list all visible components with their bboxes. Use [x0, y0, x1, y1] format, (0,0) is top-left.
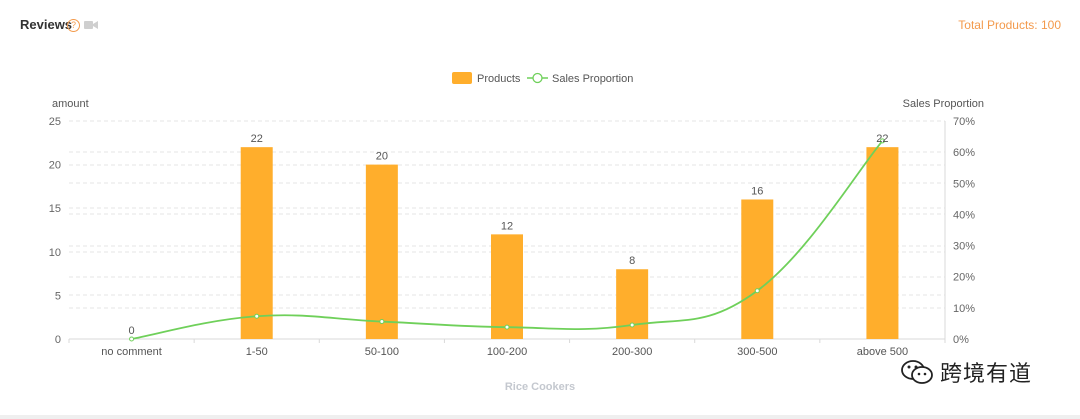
bar [240, 147, 273, 339]
y-tick-label: 0 [55, 334, 61, 346]
line-point [629, 322, 635, 328]
y-right-axis-title: Sales Proportion [903, 98, 984, 110]
x-tick-label: 300-500 [737, 346, 777, 358]
total-products: Total Products: 100 [958, 18, 1061, 32]
legend-label-products: Products [477, 73, 521, 85]
line-point [504, 324, 510, 330]
y-tick-label: 10 [49, 247, 61, 259]
axes: 0 5 10 15 20 25 0% 10% 20% 30% 40% 50% 60% 70% no comm… [49, 98, 984, 393]
legend-swatch-products [452, 72, 472, 84]
y-right-tick-label: 70% [953, 116, 975, 128]
legend: Products Sales Proportion [452, 72, 633, 85]
bar-value-label: 12 [501, 220, 513, 232]
bar-value-label: 20 [376, 151, 388, 163]
y-tick-label: 25 [49, 116, 61, 128]
bar [741, 199, 774, 339]
y-tick-label: 5 [55, 290, 61, 302]
y-right-tick-label: 20% [953, 272, 975, 284]
bar [866, 147, 899, 339]
legend-marker-sales [532, 72, 543, 84]
x-tick-label: above 500 [857, 346, 908, 358]
line-point [754, 288, 760, 294]
legend-label-sales: Sales Proportion [552, 73, 633, 85]
y-right-tick-label: 40% [953, 209, 975, 221]
line-point [879, 138, 885, 144]
bar [365, 164, 398, 339]
bar-value-label: 8 [629, 255, 635, 267]
watermark-text: 跨境有道 [940, 362, 1033, 387]
bar-value-label: 22 [876, 133, 888, 145]
y-right-tick-label: 60% [953, 147, 975, 159]
bar [491, 234, 523, 339]
x-tick-label: 100-200 [487, 346, 527, 358]
bar-value-label: 22 [251, 133, 263, 145]
x-tick-label: 50-100 [365, 346, 399, 358]
line-series [129, 138, 885, 342]
bar [616, 269, 649, 339]
y-right-tick-label: 50% [953, 178, 975, 190]
y-right-tick-label: 30% [953, 241, 975, 253]
y-right-tick-label: 0% [953, 334, 969, 346]
x-tick-label: 200-300 [612, 346, 652, 358]
line-point [129, 336, 135, 342]
video-camera-icon[interactable] [84, 20, 98, 30]
grid-lines [69, 120, 945, 309]
bar-series [240, 147, 899, 339]
watermark: 跨境有道 [900, 356, 1032, 388]
x-axis-title: Rice Cookers [505, 381, 575, 393]
data-labels: 0 22 20 12 8 16 22 [129, 133, 889, 337]
card-title: Reviews [20, 17, 73, 32]
y-right-tick-label: 10% [953, 303, 975, 315]
line-point [254, 313, 260, 319]
bar-value-label: 0 [129, 325, 135, 337]
y-tick-label: 15 [49, 203, 61, 215]
wechat-icon [901, 360, 933, 384]
x-tick-label: no comment [101, 346, 162, 358]
x-tick-label: 1-50 [246, 346, 268, 358]
line-point [379, 319, 385, 325]
y-axis-title: amount [52, 98, 89, 110]
question-circle-icon[interactable]: ? [67, 19, 80, 32]
y-tick-label: 20 [49, 160, 61, 172]
bar-value-label: 16 [751, 185, 763, 197]
